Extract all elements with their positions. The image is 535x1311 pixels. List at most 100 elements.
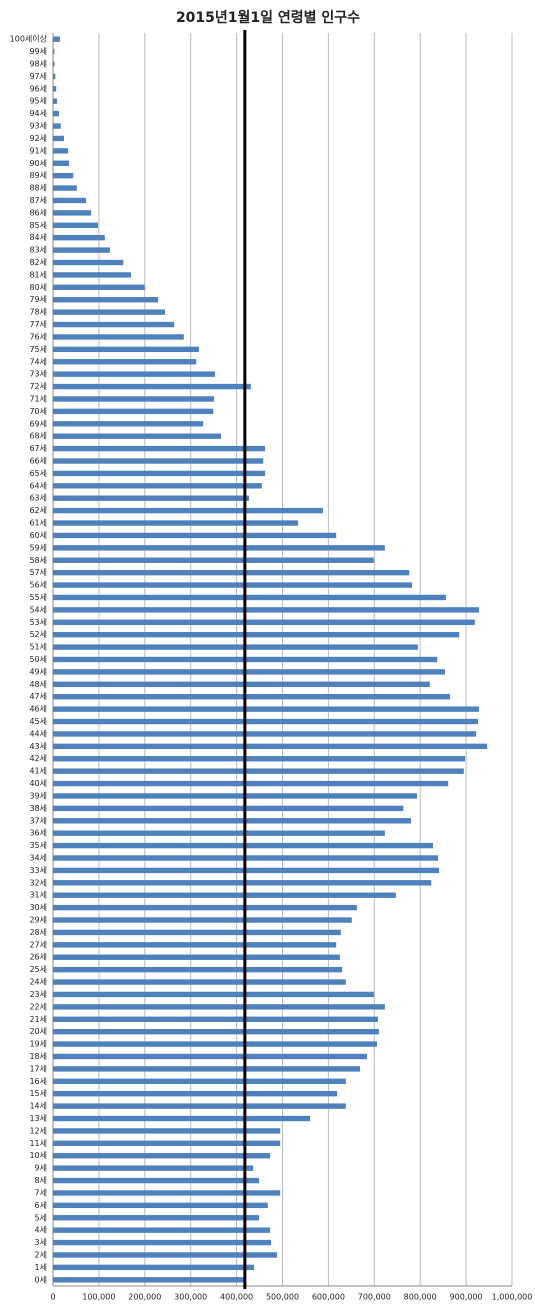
y-tick-label: 90세 bbox=[29, 159, 47, 168]
bar bbox=[53, 36, 60, 42]
y-tick-label: 1세 bbox=[35, 1263, 47, 1272]
y-tick-label: 10세 bbox=[29, 1151, 47, 1160]
bar bbox=[53, 979, 346, 985]
bar bbox=[53, 1016, 378, 1022]
y-tick-label: 45세 bbox=[29, 717, 47, 726]
y-tick-label: 57세 bbox=[29, 568, 47, 577]
y-tick-label: 99세 bbox=[29, 47, 47, 56]
y-tick-label: 11세 bbox=[29, 1139, 47, 1148]
bar bbox=[53, 1239, 272, 1246]
y-tick-label: 65세 bbox=[29, 469, 47, 478]
x-tick-label: 800,000 bbox=[404, 1293, 437, 1302]
bar bbox=[53, 272, 132, 278]
bar bbox=[53, 1190, 281, 1196]
y-tick-label: 80세 bbox=[29, 283, 47, 292]
y-tick-label: 8세 bbox=[35, 1176, 47, 1185]
bar bbox=[53, 408, 214, 415]
x-tick-label: 900,000 bbox=[450, 1293, 483, 1302]
y-tick-label: 29세 bbox=[29, 916, 47, 925]
bar bbox=[53, 185, 77, 191]
bar bbox=[53, 334, 184, 340]
y-tick-label: 100세이상 bbox=[10, 34, 48, 44]
bar bbox=[53, 991, 374, 998]
bar bbox=[53, 61, 55, 67]
bar bbox=[53, 210, 92, 216]
y-tick-label: 31세 bbox=[29, 891, 47, 900]
y-tick-label: 25세 bbox=[29, 965, 47, 974]
y-tick-label: 83세 bbox=[29, 246, 47, 255]
bar bbox=[53, 86, 57, 92]
bar bbox=[53, 371, 216, 377]
y-tick-label: 53세 bbox=[29, 618, 47, 627]
y-tick-label: 56세 bbox=[29, 581, 47, 590]
bar bbox=[53, 694, 451, 700]
y-tick-label: 30세 bbox=[29, 903, 47, 912]
y-tick-label: 95세 bbox=[29, 97, 47, 106]
y-tick-label: 12세 bbox=[29, 1126, 47, 1135]
bar bbox=[53, 768, 464, 774]
y-tick-label: 49세 bbox=[29, 667, 47, 676]
bar bbox=[53, 594, 446, 601]
bar bbox=[53, 1140, 281, 1147]
y-tick-label: 85세 bbox=[29, 221, 47, 230]
y-tick-label: 40세 bbox=[29, 779, 47, 788]
bar bbox=[53, 483, 262, 489]
bar bbox=[53, 48, 55, 55]
bar bbox=[53, 805, 404, 812]
bar bbox=[53, 1078, 346, 1085]
y-tick-label: 51세 bbox=[29, 643, 47, 652]
y-tick-label: 14세 bbox=[29, 1102, 47, 1111]
y-tick-label: 26세 bbox=[29, 953, 47, 962]
y-tick-label: 72세 bbox=[29, 382, 47, 391]
x-tick-label: 700,000 bbox=[358, 1293, 391, 1302]
bar bbox=[53, 520, 299, 526]
chart-title: 2015년1월1일 연령별 인구수 bbox=[176, 9, 360, 26]
bar bbox=[53, 396, 215, 402]
bar bbox=[53, 1264, 255, 1271]
bar bbox=[53, 1128, 281, 1134]
bar bbox=[53, 148, 69, 154]
bar bbox=[53, 421, 204, 427]
y-tick-label: 97세 bbox=[29, 72, 47, 81]
bar bbox=[53, 309, 165, 315]
y-tick-label: 32세 bbox=[29, 878, 47, 887]
bar bbox=[53, 780, 449, 787]
bar bbox=[53, 880, 432, 886]
y-tick-label: 81세 bbox=[29, 270, 47, 279]
y-tick-label: 62세 bbox=[29, 506, 47, 515]
y-tick-label: 94세 bbox=[29, 109, 47, 118]
x-tick-label: 300,000 bbox=[174, 1293, 207, 1302]
y-tick-label: 91세 bbox=[29, 146, 47, 155]
y-tick-label: 89세 bbox=[29, 171, 47, 180]
bar bbox=[53, 954, 340, 960]
bar bbox=[53, 619, 475, 625]
y-tick-label: 19세 bbox=[29, 1040, 47, 1049]
y-tick-label: 33세 bbox=[29, 866, 47, 875]
y-tick-label: 76세 bbox=[29, 332, 47, 341]
bar bbox=[53, 383, 251, 390]
y-tick-label: 5세 bbox=[35, 1213, 47, 1222]
y-tick-label: 84세 bbox=[29, 233, 47, 242]
bar bbox=[53, 966, 343, 973]
y-tick-label: 13세 bbox=[29, 1114, 47, 1123]
bar bbox=[53, 73, 56, 80]
y-tick-label: 64세 bbox=[29, 481, 47, 490]
bar bbox=[53, 1091, 338, 1097]
y-tick-label: 69세 bbox=[29, 419, 47, 428]
x-tick-label: 100,000 bbox=[82, 1293, 115, 1302]
bar bbox=[53, 942, 337, 948]
bar bbox=[53, 470, 266, 477]
y-tick-label: 44세 bbox=[29, 729, 47, 738]
y-tick-label: 63세 bbox=[29, 494, 47, 503]
bar bbox=[53, 160, 70, 166]
x-tick-label: 600,000 bbox=[312, 1293, 345, 1302]
bar bbox=[53, 545, 385, 551]
bar bbox=[53, 247, 110, 253]
bar bbox=[53, 222, 98, 228]
x-tick-label: 0 bbox=[50, 1293, 55, 1302]
y-tick-label: 87세 bbox=[29, 196, 47, 205]
y-tick-label: 21세 bbox=[29, 1015, 47, 1024]
x-tick-label: 400,000 bbox=[220, 1293, 253, 1302]
y-tick-label: 23세 bbox=[29, 990, 47, 999]
bar bbox=[53, 359, 197, 365]
